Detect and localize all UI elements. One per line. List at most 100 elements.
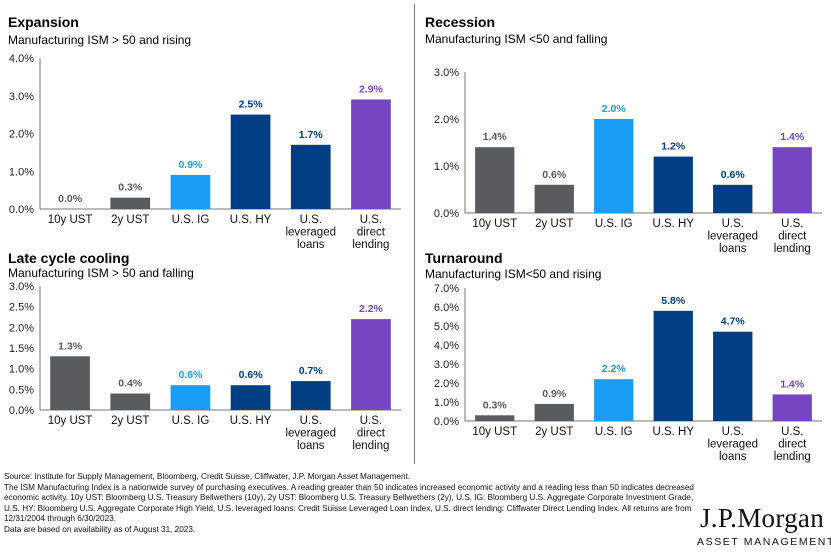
x-tick-label-us-ig: U.S. IG: [172, 214, 210, 226]
bar-us-ig: [594, 119, 634, 213]
y-tick-label: 1.0%: [434, 397, 459, 409]
x-tick-label-10y-ust: 10y UST: [472, 426, 517, 438]
bar-us-hy: [230, 385, 271, 410]
y-tick-label: 0.0%: [434, 416, 459, 428]
bar-2y-ust: [110, 197, 151, 209]
bar-us-direct-lending: [351, 319, 391, 410]
bar-us-ig: [170, 175, 211, 209]
y-tick-label: 4.0%: [9, 53, 34, 65]
data-label-10y-ust: 0.0%: [58, 193, 83, 205]
y-tick-label: 2.0%: [9, 322, 34, 334]
y-tick-label: 7.0%: [434, 283, 459, 295]
data-label-us-leveraged-loans: 0.6%: [721, 169, 746, 181]
y-tick-label: 0.5%: [9, 384, 34, 396]
x-tick-label-us-ig: U.S. IG: [172, 415, 210, 427]
jp-morgan-logo: J.P.Morgan ASSET MANAGEMENT: [697, 503, 831, 548]
bar-2y-ust: [534, 403, 574, 421]
chart-subtitle: Manufacturing ISM <50 and falling: [425, 32, 608, 46]
data-label-2y-ust: 0.4%: [118, 377, 143, 389]
source-note: Source: Institute for Supply Management,…: [4, 472, 411, 481]
data-label-us-leveraged-loans: 4.7%: [721, 316, 746, 328]
data-label-2y-ust: 0.3%: [118, 182, 143, 194]
y-tick-label: 5.0%: [434, 321, 459, 333]
x-tick-label-us-direct-lending: U.S. direct lending: [352, 415, 389, 452]
x-tick-label-us-hy: U.S. HY: [652, 218, 694, 230]
y-tick-label: 1.5%: [9, 343, 34, 355]
data-label-us-ig: 2.2%: [602, 363, 627, 375]
y-tick-label: 0.0%: [9, 204, 34, 216]
data-label-us-leveraged-loans: 0.7%: [299, 365, 324, 377]
chart-title: Expansion: [8, 14, 79, 30]
y-tick-label: 2.0%: [434, 114, 459, 126]
y-tick-label: 4.0%: [434, 340, 459, 352]
y-tick-label: 3.0%: [434, 67, 459, 79]
chart-panel-turnaround: Turnaround Manufacturing ISM<50 and risi…: [425, 250, 825, 472]
x-tick-label-us-direct-lending: U.S. direct lending: [774, 218, 811, 255]
data-label-us-hy: 1.2%: [661, 141, 686, 153]
bar-us-direct-lending: [351, 99, 391, 209]
chart-panel-expansion: Expansion Manufacturing ISM > 50 and ris…: [8, 14, 408, 251]
data-label-us-hy: 0.6%: [239, 369, 264, 381]
chart-title: Late cycle cooling: [8, 250, 130, 266]
index-definitions: The ISM Manufacturing Index is a nationw…: [4, 482, 694, 524]
chart-title: Turnaround: [425, 250, 503, 266]
y-tick-label: 2.0%: [9, 129, 34, 141]
data-label-us-direct-lending: 2.2%: [359, 303, 384, 315]
bar-us-direct-lending: [772, 147, 812, 213]
x-tick-label-us-direct-lending: U.S. direct lending: [352, 214, 389, 251]
x-tick-label-us-hy: U.S. HY: [230, 415, 272, 427]
x-tick-label-10y-ust: 10y UST: [472, 218, 517, 230]
y-tick-label: 3.0%: [9, 91, 34, 103]
x-tick-label-us-leveraged-loans: U.S. leveraged loans: [707, 218, 758, 255]
data-label-10y-ust: 0.3%: [483, 399, 508, 411]
bar-10y-ust: [475, 415, 515, 421]
bar-us-leveraged-loans: [290, 381, 331, 410]
data-label-us-ig: 0.9%: [178, 159, 203, 171]
y-tick-label: 2.5%: [9, 302, 34, 314]
data-label-us-direct-lending: 2.9%: [359, 84, 384, 96]
logo-tagline: ASSET MANAGEMENT: [697, 536, 831, 548]
y-tick-label: 0.0%: [434, 208, 459, 220]
data-label-us-direct-lending: 1.4%: [780, 378, 805, 390]
x-tick-label-us-direct-lending: U.S. direct lending: [774, 426, 811, 463]
bar-us-hy: [230, 114, 271, 209]
bar-chart-expansion: 0.0% 1.0% 2.0% 3.0% 4.0% 0.0% 10y UST 0.3% 2y US…: [9, 53, 401, 251]
bar-10y-ust: [50, 356, 90, 410]
chart-subtitle: Manufacturing ISM > 50 and rising: [8, 33, 192, 47]
x-tick-label-10y-ust: 10y UST: [48, 415, 93, 427]
y-tick-label: 0.0%: [9, 405, 34, 417]
x-tick-label-2y-ust: 2y UST: [111, 214, 149, 226]
bar-chart-recession: 0.0% 1.0% 2.0% 3.0% 1.4% 10y UST 0.6% 2y UST 2.0…: [434, 67, 822, 255]
chart-panel-recession: Recession Manufacturing ISM <50 and fall…: [425, 14, 825, 255]
y-tick-label: 2.0%: [434, 378, 459, 390]
x-tick-label-us-leveraged-loans: U.S. leveraged loans: [285, 415, 336, 452]
data-label-us-ig: 0.6%: [178, 369, 203, 381]
data-label-us-leveraged-loans: 1.7%: [299, 129, 324, 141]
panel-divider: [414, 4, 415, 464]
data-label-us-hy: 2.5%: [239, 99, 264, 111]
x-tick-label-10y-ust: 10y UST: [48, 214, 93, 226]
bar-chart-late-cycle-cooling: 0.0% 0.5% 1.0% 1.5% 2.0% 2.5% 3.0% 1.3% 10y UST 0…: [9, 281, 401, 452]
data-label-us-ig: 2.0%: [602, 103, 627, 115]
data-label-10y-ust: 1.4%: [483, 131, 508, 143]
bar-us-leveraged-loans: [290, 144, 331, 209]
chart-subtitle: Manufacturing ISM > 50 and falling: [8, 266, 194, 280]
x-tick-label-us-hy: U.S. HY: [230, 214, 272, 226]
x-tick-label-us-hy: U.S. HY: [652, 426, 694, 438]
chart-panel-late-cycle-cooling: Late cycle cooling Manufacturing ISM > 5…: [8, 250, 408, 470]
bar-us-ig: [594, 379, 634, 421]
bar-10y-ust: [475, 147, 515, 213]
data-label-2y-ust: 0.9%: [542, 388, 567, 400]
bar-us-hy: [653, 156, 693, 213]
y-tick-label: 1.0%: [434, 161, 459, 173]
bar-2y-ust: [110, 393, 151, 410]
footnotes: Source: Institute for Supply Management,…: [4, 472, 694, 536]
bar-chart-turnaround: 0.0% 1.0% 2.0% 3.0% 4.0% 5.0% 6.0% 7.0% 0.3% 10y …: [434, 283, 822, 463]
data-label-us-hy: 5.8%: [661, 295, 686, 307]
x-tick-label-2y-ust: 2y UST: [535, 218, 573, 230]
x-tick-label-us-ig: U.S. IG: [595, 426, 633, 438]
y-tick-label: 3.0%: [434, 359, 459, 371]
y-tick-label: 6.0%: [434, 302, 459, 314]
bar-us-direct-lending: [772, 394, 812, 421]
y-tick-label: 1.0%: [9, 364, 34, 376]
